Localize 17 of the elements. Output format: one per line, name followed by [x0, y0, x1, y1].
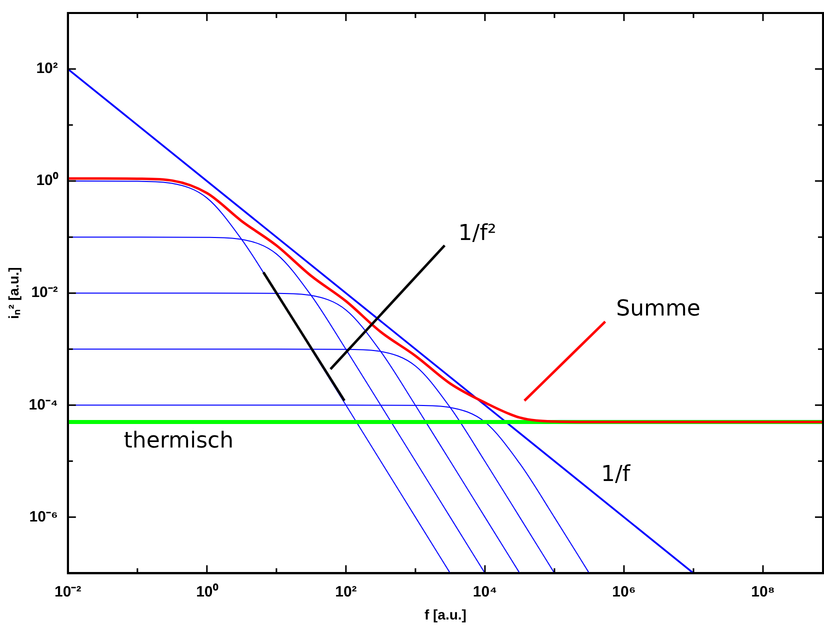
- x-tick-label: 10⁶: [612, 583, 636, 600]
- annotation: 1/f: [601, 462, 632, 487]
- annotation: Summe: [616, 296, 700, 322]
- y-tick-label: 10⁰: [36, 171, 59, 190]
- y-tick-label: 10⁻⁶: [29, 508, 58, 526]
- y-axis-title: iₙ² [a.u.]: [5, 267, 22, 320]
- x-axis-title: f [a.u.]: [424, 606, 466, 622]
- x-tick-label: 10⁸: [751, 583, 775, 600]
- x-tick-label: 10²: [335, 583, 357, 600]
- x-tick-label: 10⁻²: [54, 583, 82, 600]
- y-tick-label: 10⁻⁴: [28, 396, 58, 414]
- annotation: 1/f²: [458, 221, 496, 246]
- x-tick-label: 10⁰: [196, 582, 219, 600]
- x-tick-label: 10⁴: [472, 583, 498, 600]
- y-tick-label: 10²: [36, 60, 58, 78]
- y-tick-label: 10⁻²: [31, 284, 58, 302]
- annotation: thermisch: [124, 428, 234, 454]
